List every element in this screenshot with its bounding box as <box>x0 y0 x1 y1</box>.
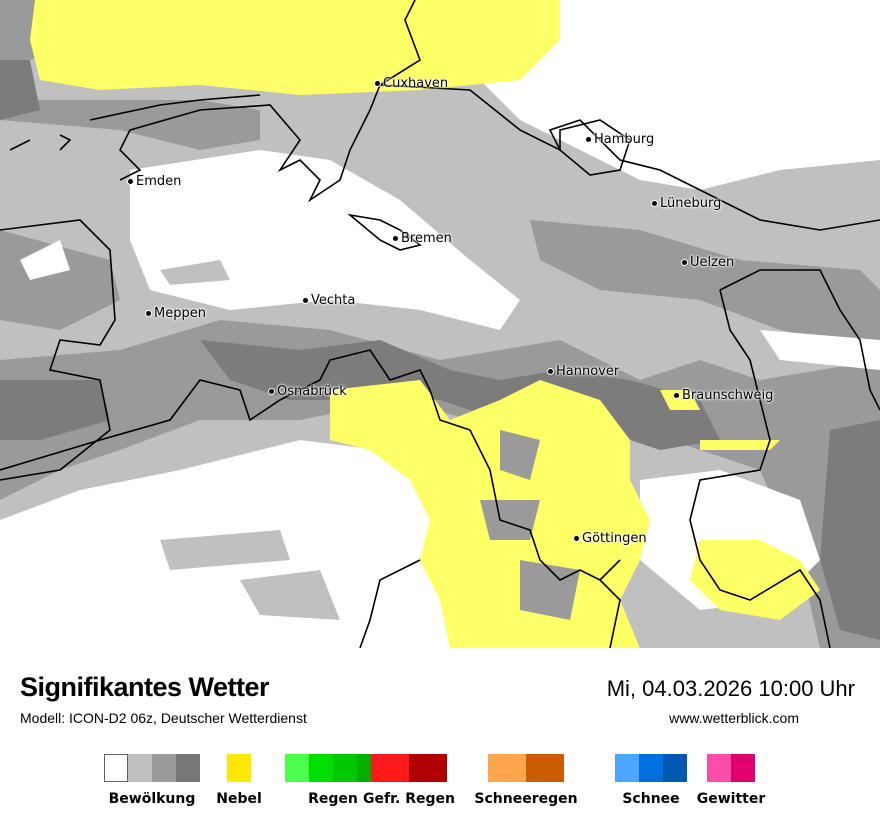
city-dot-icon <box>652 201 657 206</box>
legend-swatches <box>227 754 251 782</box>
legend-swatches <box>615 754 687 782</box>
legend-swatch <box>104 754 128 782</box>
city-dot-icon <box>269 389 274 394</box>
legend-swatch <box>309 754 333 782</box>
legend-swatch <box>731 754 755 782</box>
borders <box>0 0 880 648</box>
website-link[interactable]: www.wetterblick.com <box>669 710 799 726</box>
legend-swatch <box>152 754 176 782</box>
legend-swatches <box>488 754 564 782</box>
forecast-datetime: Mi, 04.03.2026 10:00 Uhr <box>606 676 855 701</box>
legend: Bewölkung Nebel Regen Gefr. Regen Schneerege… <box>0 754 880 814</box>
city-goettingen: Göttingen <box>574 531 647 546</box>
legend-label: Nebel <box>216 791 262 807</box>
legend-swatch <box>409 754 447 782</box>
legend-swatch <box>639 754 663 782</box>
legend-swatch <box>285 754 309 782</box>
map-title: Signifikantes Wetter <box>20 672 270 702</box>
city-dot-icon <box>146 311 151 316</box>
city-dot-icon <box>375 81 380 86</box>
city-emden: Emden <box>128 174 181 189</box>
legend-swatches <box>707 754 755 782</box>
legend-label: Gefr. Regen <box>363 791 455 807</box>
city-osnabrueck: Osnabrück <box>269 384 347 399</box>
legend-swatch <box>371 754 409 782</box>
city-hamburg: Hamburg <box>586 132 654 147</box>
city-dot-icon <box>128 179 133 184</box>
legend-swatch <box>128 754 152 782</box>
legend-label: Bewölkung <box>108 791 196 807</box>
city-dot-icon <box>586 137 591 142</box>
weather-map <box>0 0 880 648</box>
cloud-in-fog <box>480 430 580 620</box>
model-info: Modell: ICON-D2 06z, Deutscher Wetterdie… <box>20 710 307 726</box>
city-cuxhaven: Cuxhaven <box>375 76 448 91</box>
legend-swatches <box>371 754 447 782</box>
legend-swatches <box>285 754 381 782</box>
legend-swatch <box>176 754 200 782</box>
city-uelzen: Uelzen <box>682 255 734 270</box>
city-vechta: Vechta <box>303 293 355 308</box>
legend-label: Regen <box>308 791 358 807</box>
legend-swatch <box>615 754 639 782</box>
city-dot-icon <box>548 369 553 374</box>
city-hannover: Hannover <box>548 364 619 379</box>
cloud-patches-on-clear <box>160 180 620 620</box>
city-lueneburg: Lüneburg <box>652 196 721 211</box>
city-dot-icon <box>393 236 398 241</box>
city-braunschweig: Braunschweig <box>674 388 773 403</box>
legend-swatches <box>104 754 200 782</box>
city-dot-icon <box>303 298 308 303</box>
legend-swatch <box>333 754 357 782</box>
city-dot-icon <box>682 260 687 265</box>
city-bremen: Bremen <box>393 231 452 246</box>
legend-swatch <box>227 754 251 782</box>
city-meppen: Meppen <box>146 306 206 321</box>
city-dot-icon <box>574 536 579 541</box>
legend-swatch <box>663 754 687 782</box>
legend-label: Schnee <box>622 791 680 807</box>
legend-label: Gewitter <box>696 791 766 807</box>
city-dot-icon <box>674 393 679 398</box>
legend-label: Schneeregen <box>474 791 578 807</box>
clear-areas <box>0 0 880 648</box>
legend-swatch <box>707 754 731 782</box>
legend-swatch <box>526 754 564 782</box>
legend-swatch <box>488 754 526 782</box>
